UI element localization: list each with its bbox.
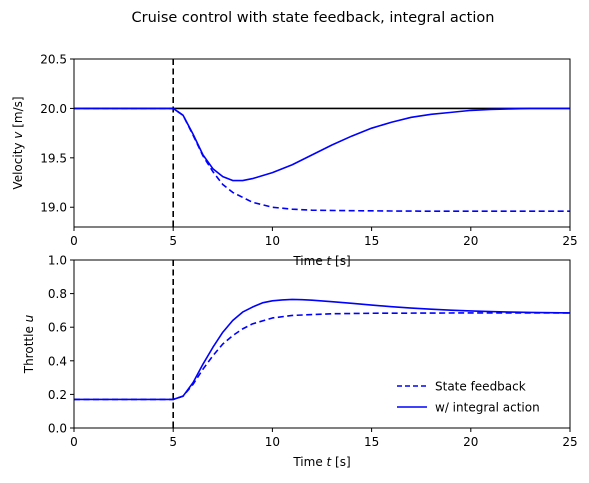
- plot-area: [74, 260, 570, 428]
- y-axis-label: Velocity v [m/s]: [11, 96, 25, 189]
- y-tick-label: 19.0: [40, 201, 67, 215]
- velocity-axes: 0 5 10 15 20 25 19.0 19.5 20.0 20.5 Velocity v [m/…: [11, 53, 578, 269]
- x-tick-label: 10: [265, 435, 280, 449]
- series-line-integral-action: [74, 107, 570, 182]
- x-tick-label: 15: [364, 435, 379, 449]
- y-tick-label: 0.8: [48, 287, 67, 301]
- y-tick-label: 20.0: [40, 102, 67, 116]
- x-tick-label: 10: [265, 234, 280, 248]
- x-tick-label: 0: [70, 234, 78, 248]
- x-tick-label: 0: [70, 435, 78, 449]
- axes-frame: [73, 58, 571, 228]
- series-line-state-feedback: [74, 107, 570, 212]
- legend: State feedback w/ integral action: [397, 380, 540, 415]
- x-tick-label: 25: [562, 435, 577, 449]
- y-axis-label: Throttle u: [22, 314, 36, 374]
- x-axis-label: Time t [s]: [292, 254, 350, 268]
- throttle-axes: 0 5 10 15 20 25 0.0 0.2 0.4 0.6 0.8 1.0 Throttle u Ti…: [22, 254, 578, 470]
- x-tick-label: 20: [463, 234, 478, 248]
- x-tick-label: 15: [364, 234, 379, 248]
- x-tick-label: 5: [169, 435, 177, 449]
- series-line-integral-action: [74, 298, 570, 401]
- legend-entry: w/ integral action: [435, 401, 540, 415]
- figure-title: Cruise control with state feedback, inte…: [132, 10, 495, 26]
- axes-frame: [73, 259, 571, 429]
- y-tick-label: 1.0: [48, 254, 67, 268]
- y-tick-label: 0.2: [48, 388, 67, 402]
- y-tick-label: 0.0: [48, 422, 67, 436]
- y-tick-label: 19.5: [40, 151, 67, 165]
- x-tick-label: 5: [169, 234, 177, 248]
- plot-area: [74, 59, 570, 227]
- y-tick-label: 20.5: [40, 53, 67, 67]
- x-tick-label: 25: [562, 234, 577, 248]
- y-tick-label: 0.4: [48, 354, 67, 368]
- y-tick-label: 0.6: [48, 321, 67, 335]
- x-tick-label: 20: [463, 435, 478, 449]
- legend-entry: State feedback: [435, 380, 526, 394]
- x-axis-label: Time t [s]: [292, 455, 350, 469]
